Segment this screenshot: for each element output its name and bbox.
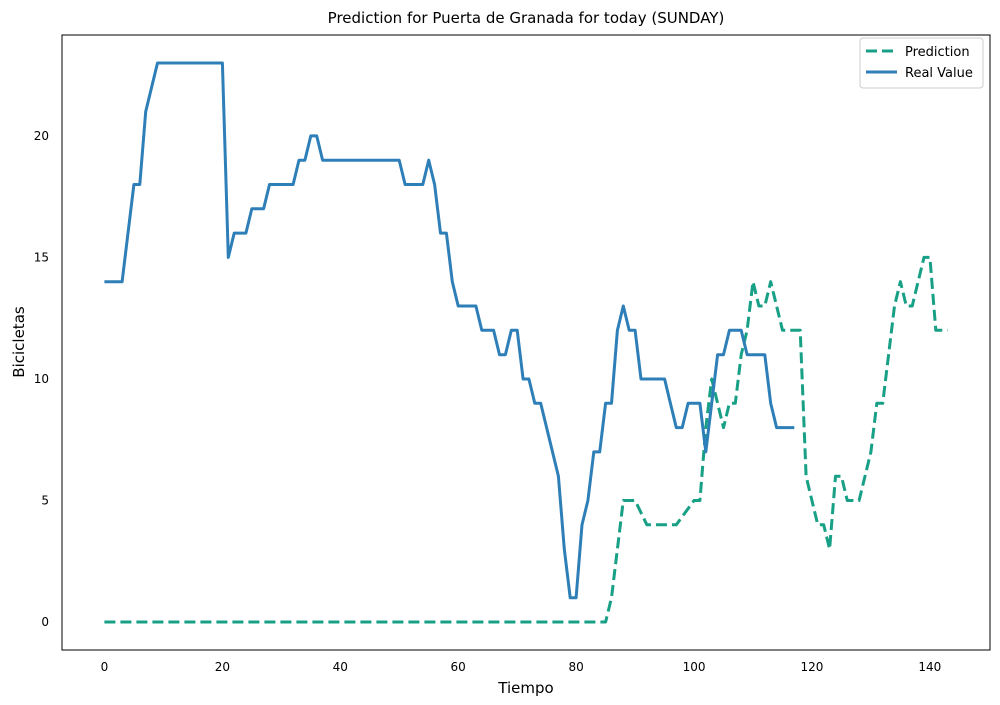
chart-title: Prediction for Puerta de Granada for tod…	[328, 9, 725, 27]
legend: Prediction Real Value	[859, 37, 984, 89]
y-tick-label: 0	[41, 615, 49, 629]
y-tick-label: 20	[34, 129, 49, 143]
x-tick-label: 60	[451, 660, 466, 674]
series-line-real-value	[104, 61, 795, 600]
x-tick-label: 40	[333, 660, 348, 674]
x-tick-label: 80	[568, 660, 583, 674]
x-tick-label: 120	[800, 660, 823, 674]
series-layer	[104, 61, 948, 624]
y-axis-ticks: 0 5 10 15 20	[34, 129, 49, 629]
legend-label: Real Value	[905, 66, 973, 81]
plot-area-frame	[61, 34, 991, 651]
x-axis-label: Tiempo	[497, 679, 553, 697]
y-tick-label: 10	[34, 372, 49, 386]
x-tick-label: 140	[918, 660, 941, 674]
x-tick-label: 0	[101, 660, 109, 674]
y-axis-label: Bicicletas	[10, 306, 28, 378]
x-tick-label: 100	[683, 660, 706, 674]
x-axis-ticks: 0 20 40 60 80 100 120 140	[101, 660, 942, 674]
series-line-prediction	[104, 255, 948, 624]
x-tick-label: 20	[215, 660, 230, 674]
y-tick-label: 5	[41, 494, 49, 508]
y-tick-label: 15	[34, 250, 49, 264]
legend-label: Prediction	[905, 45, 970, 60]
